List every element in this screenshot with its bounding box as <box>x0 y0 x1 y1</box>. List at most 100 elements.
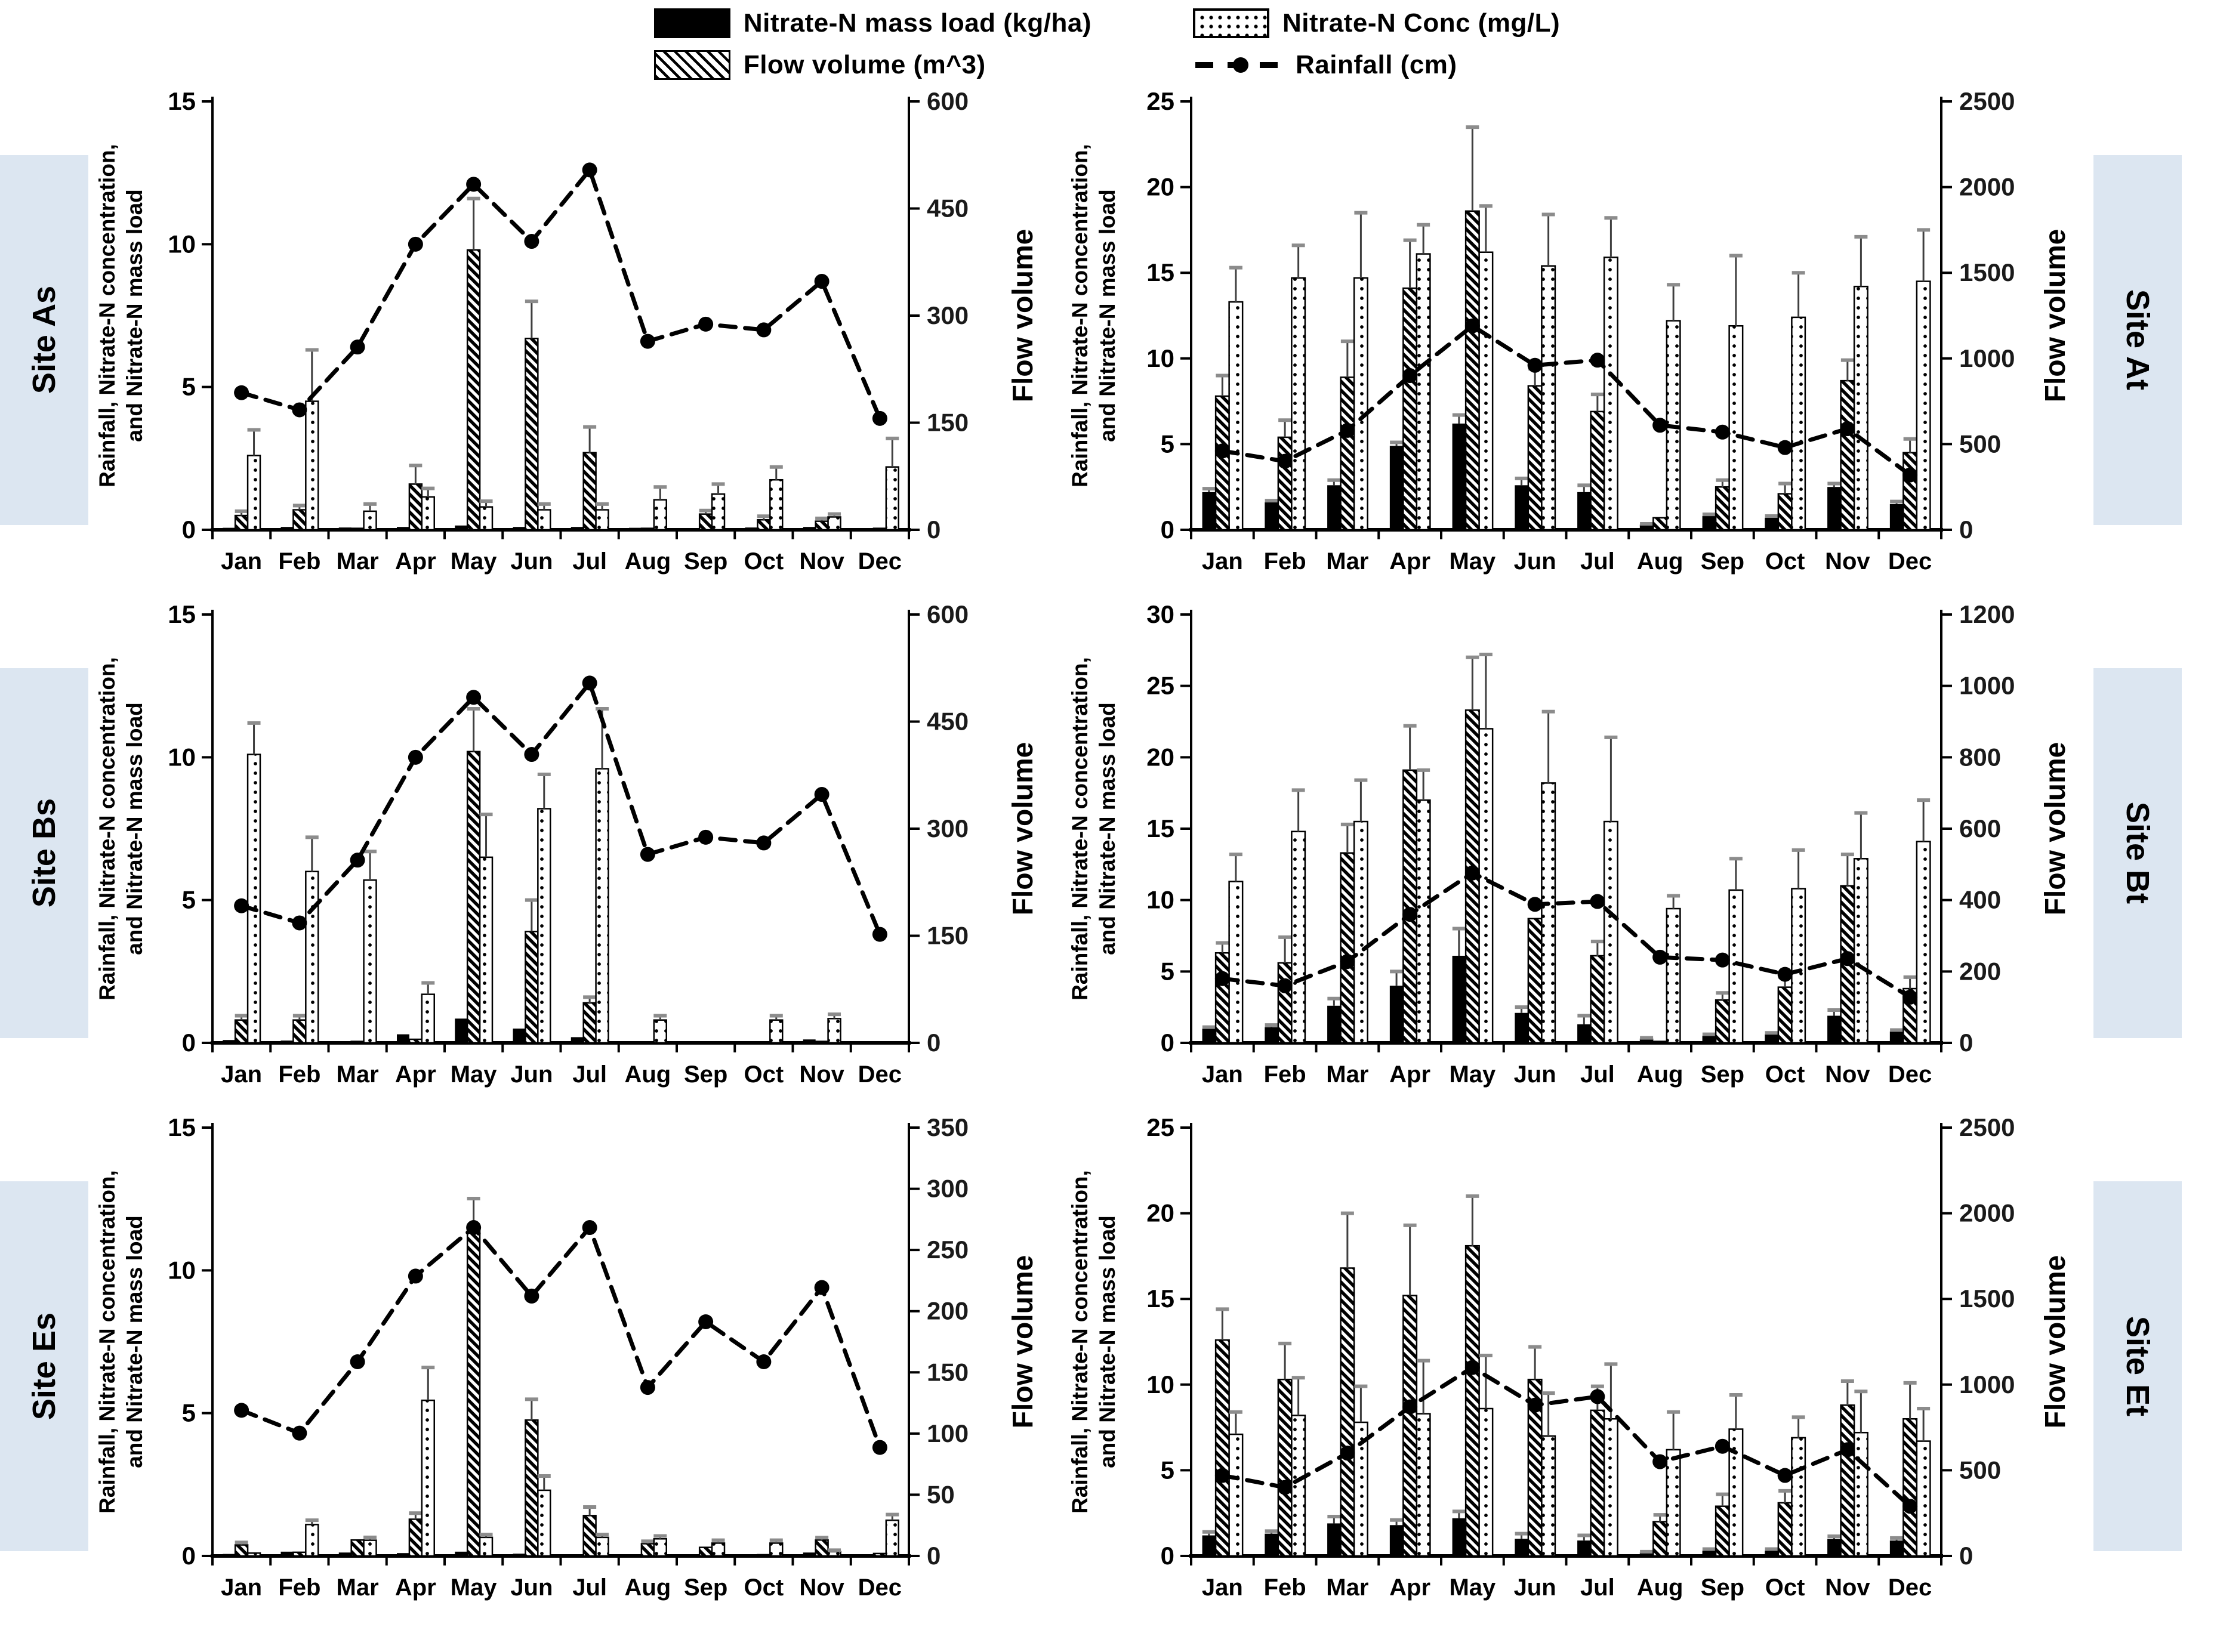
svg-text:Feb: Feb <box>278 548 320 575</box>
row-a: Site As 0 5 10 15 0 150 300 450 600 Jan Feb Mar Apr M… <box>0 84 2214 597</box>
svg-text:Oct: Oct <box>1765 1061 1805 1088</box>
svg-text:10: 10 <box>168 1256 196 1284</box>
svg-text:Jun: Jun <box>510 548 553 575</box>
svg-text:1500: 1500 <box>1959 1284 2015 1313</box>
legend: Nitrate-N mass load (kg/ha) Nitrate-N Co… <box>653 8 1560 80</box>
svg-text:Rainfall, Nitrate-N concentrat: Rainfall, Nitrate-N concentration, and Ni… <box>1068 1170 1120 1514</box>
svg-text:Aug: Aug <box>1637 548 1683 575</box>
svg-text:Flow volume: Flow volume <box>2040 1255 2071 1429</box>
svg-text:10: 10 <box>1146 1370 1174 1398</box>
chart-site-at: 0 5 10 15 20 25 0 500 1000 1500 2000 2500 Jan Feb Mar A… <box>1068 87 2071 575</box>
svg-text:Jul: Jul <box>1580 548 1615 575</box>
svg-text:0: 0 <box>182 515 196 544</box>
svg-text:Flow volume: Flow volume <box>1007 229 1039 403</box>
svg-text:Flow volume: Flow volume <box>2040 742 2071 916</box>
svg-text:Aug: Aug <box>1637 1574 1683 1601</box>
svg-text:1000: 1000 <box>1959 672 2015 700</box>
flow-swatch-icon <box>653 50 730 80</box>
svg-text:1000: 1000 <box>1959 344 2015 372</box>
svg-text:5: 5 <box>182 1399 196 1427</box>
svg-text:Nov: Nov <box>799 1574 844 1601</box>
svg-text:0: 0 <box>927 1542 941 1570</box>
svg-text:0: 0 <box>927 515 941 544</box>
svg-text:250: 250 <box>927 1236 969 1264</box>
svg-text:400: 400 <box>1959 886 2001 914</box>
svg-text:May: May <box>451 1061 498 1088</box>
svg-text:0: 0 <box>1161 1542 1174 1570</box>
svg-text:Oct: Oct <box>744 1574 784 1601</box>
svg-text:300: 300 <box>927 301 969 329</box>
svg-text:Dec: Dec <box>1888 548 1932 575</box>
rainfall-line-swatch-icon <box>1195 57 1281 73</box>
svg-text:Jan: Jan <box>1202 548 1243 575</box>
svg-text:Dec: Dec <box>858 1574 902 1601</box>
legend-item-mass-load: Nitrate-N mass load (kg/ha) <box>653 8 1092 38</box>
legend-label-mass-load: Nitrate-N mass load (kg/ha) <box>743 8 1092 38</box>
site-label-bt: Site Bt <box>2093 668 2182 1038</box>
row-e: Site Es 0 5 10 15 0 50 100 150 200 250 300 350 Jan Fe… <box>0 1110 2214 1623</box>
svg-text:0: 0 <box>1959 515 1973 544</box>
svg-text:Jun: Jun <box>1514 1574 1556 1601</box>
svg-text:Nov: Nov <box>1825 1574 1870 1601</box>
svg-text:10: 10 <box>168 230 196 258</box>
svg-text:Mar: Mar <box>337 1061 379 1088</box>
svg-text:May: May <box>1449 1061 1496 1088</box>
svg-text:2000: 2000 <box>1959 1199 2015 1227</box>
svg-text:Aug: Aug <box>1637 1061 1683 1088</box>
svg-text:Dec: Dec <box>1888 1061 1932 1088</box>
svg-text:Oct: Oct <box>744 1061 784 1088</box>
legend-label-flow: Flow volume (m^3) <box>743 50 986 79</box>
svg-text:Sep: Sep <box>684 548 727 575</box>
svg-text:200: 200 <box>927 1297 969 1325</box>
row-b: Site Bs 0 5 10 15 0 150 300 450 600 Jan Feb Mar Apr M… <box>0 597 2214 1110</box>
svg-text:Aug: Aug <box>624 1061 671 1088</box>
svg-text:Nov: Nov <box>799 548 844 575</box>
svg-text:May: May <box>451 548 498 575</box>
svg-text:0: 0 <box>1161 1029 1174 1057</box>
svg-text:600: 600 <box>1959 814 2001 842</box>
svg-text:600: 600 <box>927 87 969 115</box>
svg-text:May: May <box>451 1574 498 1601</box>
svg-text:Jun: Jun <box>1514 1061 1556 1088</box>
svg-text:May: May <box>1449 1574 1496 1601</box>
svg-text:Feb: Feb <box>1264 548 1306 575</box>
svg-text:50: 50 <box>927 1480 955 1508</box>
svg-text:1500: 1500 <box>1959 258 2015 286</box>
site-label-at: Site At <box>2093 155 2182 525</box>
svg-text:Sep: Sep <box>1701 1574 1744 1601</box>
svg-text:Oct: Oct <box>744 548 784 575</box>
svg-text:Feb: Feb <box>1264 1574 1306 1601</box>
svg-text:Dec: Dec <box>1888 1574 1932 1601</box>
svg-text:Mar: Mar <box>337 548 379 575</box>
svg-text:Oct: Oct <box>1765 548 1805 575</box>
svg-text:Jul: Jul <box>1580 1574 1615 1601</box>
svg-text:25: 25 <box>1146 1113 1174 1141</box>
chart-site-et: 0 5 10 15 20 25 0 500 1000 1500 2000 2500 Jan Feb Mar A… <box>1068 1113 2071 1601</box>
svg-text:0: 0 <box>182 1542 196 1570</box>
svg-text:Sep: Sep <box>1701 1061 1744 1088</box>
svg-text:15: 15 <box>1146 1284 1174 1313</box>
svg-text:100: 100 <box>927 1419 969 1447</box>
svg-text:300: 300 <box>927 1175 969 1203</box>
svg-text:Jul: Jul <box>1580 1061 1615 1088</box>
svg-text:Jun: Jun <box>510 1061 553 1088</box>
svg-text:Nov: Nov <box>1825 1061 1870 1088</box>
svg-text:2500: 2500 <box>1959 87 2015 115</box>
svg-text:Flow volume: Flow volume <box>2040 229 2071 403</box>
svg-text:Jan: Jan <box>221 1061 262 1088</box>
site-label-et: Site Et <box>2093 1181 2182 1551</box>
svg-text:15: 15 <box>168 1113 196 1141</box>
svg-text:Jul: Jul <box>572 548 607 575</box>
svg-text:Jul: Jul <box>572 1574 607 1601</box>
svg-text:5: 5 <box>1161 957 1174 985</box>
svg-text:Dec: Dec <box>858 1061 902 1088</box>
svg-text:Apr: Apr <box>395 1061 436 1088</box>
svg-text:1000: 1000 <box>1959 1370 2015 1398</box>
svg-text:Flow volume: Flow volume <box>1007 1255 1039 1429</box>
svg-text:0: 0 <box>1959 1542 1973 1570</box>
svg-text:Rainfall, Nitrate-N concentrat: Rainfall, Nitrate-N concentration, and Ni… <box>1068 144 1120 487</box>
site-label-as: Site As <box>0 155 88 525</box>
svg-text:Sep: Sep <box>684 1574 727 1601</box>
svg-text:Apr: Apr <box>395 1574 436 1601</box>
